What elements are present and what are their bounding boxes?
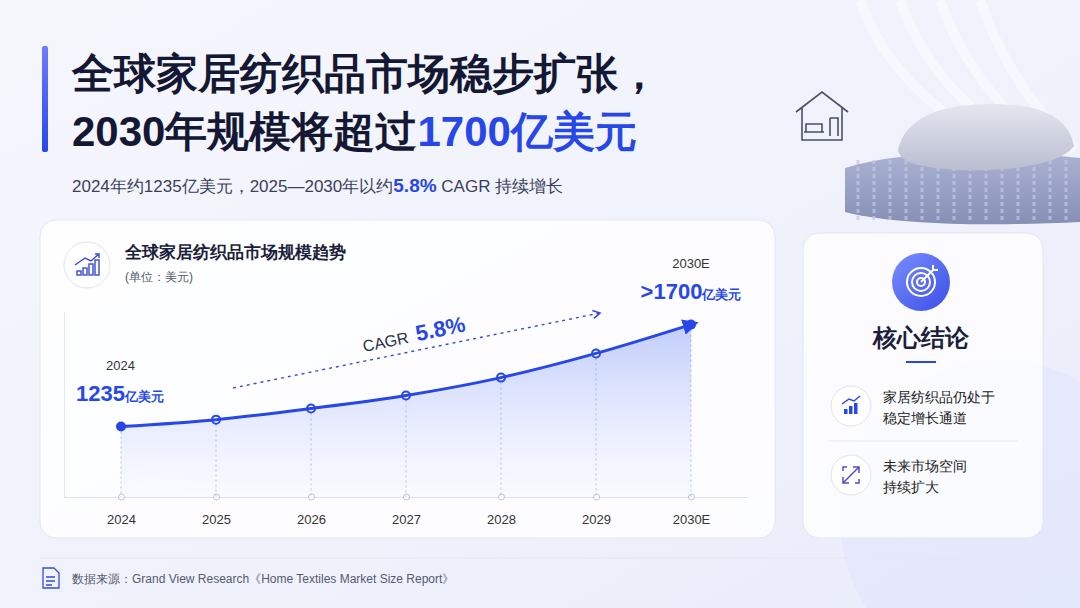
chart-icon <box>64 242 110 288</box>
blanket-knit <box>1033 160 1036 220</box>
icon-circle <box>64 242 110 288</box>
x-axis: 2024 2025 2026 2027 2028 2029 2030E <box>65 494 749 527</box>
doc-lines <box>46 577 55 585</box>
subtitle-part: 5.8% <box>393 175 436 196</box>
chart-panel <box>40 220 775 538</box>
item-text: 家居纺织品仍处于稳定增长通道 <box>883 389 995 426</box>
data-label: 1235亿美元 <box>76 381 164 406</box>
data-label-unit: 亿美元 <box>701 287 741 302</box>
subtitle-part: CAGR 持续增长 <box>437 177 564 196</box>
data-label-number: >1700 <box>641 279 703 304</box>
house-icon <box>796 92 848 140</box>
plot <box>117 321 695 497</box>
title: 全球家居纺织品市场稳步扩张， <box>71 50 660 97</box>
pillow <box>898 104 1074 170</box>
conclusion-panel <box>803 233 1043 538</box>
item-icon <box>831 455 871 495</box>
item-text: 未来市场空间持续扩大 <box>883 458 967 495</box>
item-icon-bar <box>854 403 858 414</box>
blanket-knit <box>1017 160 1020 220</box>
item-icon-circle <box>831 455 871 495</box>
blanket-knit <box>857 160 860 220</box>
item-line: 家居纺织品仍处于 <box>883 389 995 405</box>
x-tick: 2026 <box>297 494 326 527</box>
item-line: 稳定增长通道 <box>883 410 967 426</box>
source: 数据来源：Grand View Research《Home Textiles M… <box>72 572 454 586</box>
item-icon <box>831 386 871 426</box>
icon-arrow <box>75 254 99 265</box>
item-icon-arrow <box>842 396 860 404</box>
blanket-knit <box>889 160 892 220</box>
item-icon-expand <box>843 467 859 483</box>
data-label-number: 1235 <box>76 381 125 406</box>
item-line: 未来市场空间 <box>883 458 967 474</box>
title-underline <box>906 361 936 363</box>
item-icon-bar <box>849 406 853 414</box>
house-sofa <box>804 118 838 136</box>
blanket-knit <box>1065 160 1068 220</box>
x-tick: 2029 <box>582 494 611 527</box>
blanket-knit <box>905 160 908 220</box>
x-tick-label: 2024 <box>107 512 136 527</box>
label-year: 2030E <box>672 256 710 271</box>
data-label: >1700亿美元 <box>641 279 742 304</box>
footer-line <box>40 558 1040 559</box>
title-part: 1700亿美元 <box>417 108 636 155</box>
label-year: 2024 <box>106 358 135 373</box>
x-tick: 2030E <box>673 494 711 527</box>
blanket-knit <box>921 160 924 220</box>
slide: 全球家居纺织品市场稳步扩张， 2030年规模将超过1700亿美元 2024年约123… <box>0 0 1080 608</box>
item-icon-bar <box>844 409 848 414</box>
icon-bar <box>77 271 81 275</box>
chart-subtitle: (单位：美元) <box>125 270 193 284</box>
decor <box>845 104 1080 224</box>
accent-bar <box>42 46 48 152</box>
x-tick-label: 2028 <box>487 512 516 527</box>
x-tick-label: 2030E <box>673 512 711 527</box>
line <box>121 325 691 427</box>
doc-icon <box>43 568 59 588</box>
blanket-knit <box>873 160 876 220</box>
conclusion-title: 核心结论 <box>872 324 970 351</box>
x-tick-label: 2025 <box>202 512 231 527</box>
blanket-knit <box>937 160 940 220</box>
x-tick: 2025 <box>202 494 231 527</box>
target-dart <box>921 265 938 282</box>
icon-bar <box>83 268 87 275</box>
chart-title: 全球家居纺织品市场规模趋势 <box>124 243 346 262</box>
target-icon <box>892 253 950 311</box>
item-icon-circle <box>831 386 871 426</box>
subtitle-part: 2024年约1235亿美元，2025—2030年以约 <box>72 177 393 196</box>
cagr-annotation: CAGR5.8% <box>360 312 467 357</box>
icon-bar <box>89 264 93 275</box>
y-axis-line <box>64 313 65 498</box>
background <box>0 0 1080 608</box>
area <box>121 325 691 497</box>
item-separator <box>828 441 1018 442</box>
icon-bar <box>95 260 99 275</box>
annotation-part: CAGR <box>361 329 410 355</box>
title-part: 2030年规模将超过 <box>72 108 417 155</box>
subtitle: 2024年约1235亿美元，2025—2030年以约5.8% CAGR 持续增长 <box>72 175 563 196</box>
x-tick: 2024 <box>107 494 136 527</box>
x-tick-label: 2026 <box>297 512 326 527</box>
y-axis <box>64 313 65 498</box>
page: 全球家居纺织品市场稳步扩张， 2030年规模将超过1700亿美元 2024年约123… <box>0 0 1080 608</box>
item-line: 持续扩大 <box>883 479 939 495</box>
data-label-unit: 亿美元 <box>124 389 164 404</box>
house-outline <box>796 92 848 140</box>
title: 2030年规模将超过1700亿美元 <box>72 108 637 155</box>
x-tick: 2027 <box>392 494 421 527</box>
x-tick-label: 2029 <box>582 512 611 527</box>
x-tick-label: 2027 <box>392 512 421 527</box>
data-labels: 20241235亿美元2030E>1700亿美元 <box>76 256 741 406</box>
target-bg <box>892 253 950 311</box>
doc-outline <box>43 568 59 588</box>
annotation-part: 5.8% <box>413 312 467 347</box>
x-tick: 2028 <box>487 494 516 527</box>
blanket-knit <box>1049 160 1052 220</box>
